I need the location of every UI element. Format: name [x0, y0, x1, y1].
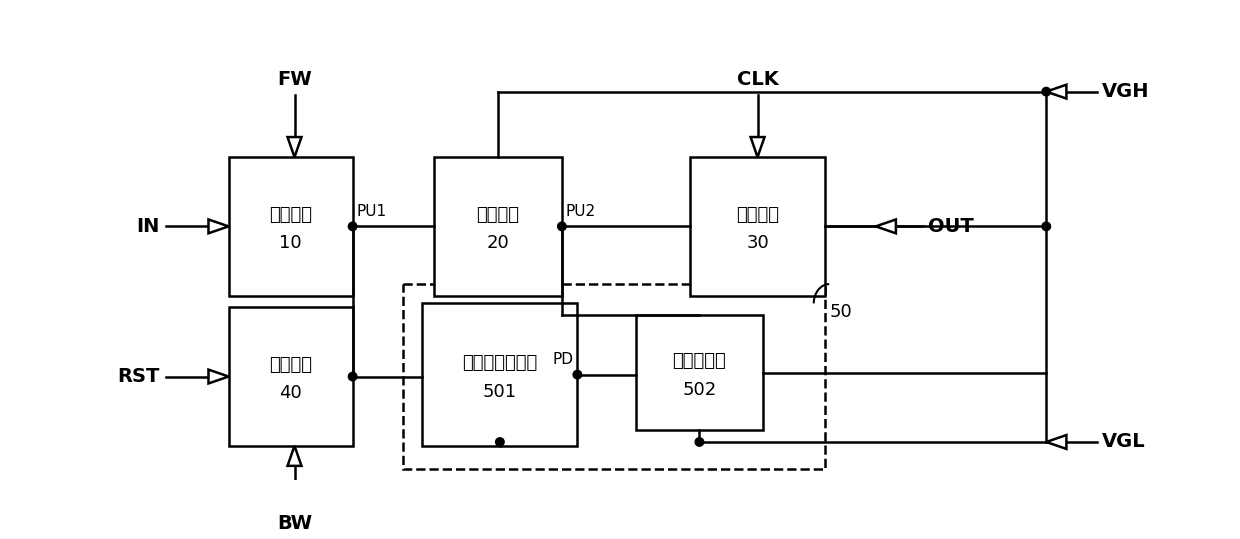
- Polygon shape: [288, 137, 301, 157]
- Text: 10: 10: [279, 234, 301, 252]
- Bar: [228, 157, 352, 296]
- Text: 下拉子模块: 下拉子模块: [672, 352, 727, 370]
- Bar: [423, 303, 578, 446]
- Polygon shape: [875, 219, 895, 233]
- Polygon shape: [288, 446, 301, 466]
- Text: 30: 30: [746, 234, 769, 252]
- Text: VGH: VGH: [1102, 82, 1149, 101]
- Text: PD: PD: [553, 352, 573, 367]
- Text: 40: 40: [279, 384, 303, 403]
- Bar: [689, 157, 826, 296]
- Polygon shape: [1047, 85, 1066, 99]
- Polygon shape: [750, 137, 765, 157]
- Text: 复位模块: 复位模块: [269, 356, 312, 374]
- Text: OUT: OUT: [928, 217, 973, 236]
- Bar: [635, 315, 764, 431]
- Text: 501: 501: [482, 383, 517, 400]
- Text: CLK: CLK: [737, 70, 779, 88]
- Text: PU1: PU1: [357, 204, 387, 219]
- Bar: [434, 157, 562, 296]
- Text: RST: RST: [118, 367, 160, 386]
- Text: 保持模块: 保持模块: [476, 206, 520, 224]
- Text: 下拉控制子模块: 下拉控制子模块: [463, 354, 537, 372]
- Circle shape: [1042, 87, 1050, 96]
- Text: 50: 50: [830, 303, 852, 321]
- Polygon shape: [1047, 435, 1066, 449]
- Text: BW: BW: [277, 514, 312, 534]
- Text: IN: IN: [136, 217, 160, 236]
- Circle shape: [348, 372, 357, 381]
- Polygon shape: [208, 219, 228, 233]
- Text: 输出模块: 输出模块: [737, 206, 779, 224]
- Bar: [403, 284, 826, 469]
- Bar: [228, 307, 352, 446]
- Text: VGL: VGL: [1102, 432, 1146, 452]
- Circle shape: [1042, 222, 1050, 231]
- Circle shape: [496, 438, 505, 446]
- Circle shape: [573, 370, 582, 379]
- Text: PU2: PU2: [565, 204, 596, 219]
- Text: 20: 20: [486, 234, 510, 252]
- Text: FW: FW: [277, 70, 312, 88]
- Circle shape: [696, 438, 704, 446]
- Circle shape: [348, 222, 357, 231]
- Text: 502: 502: [682, 381, 717, 399]
- Polygon shape: [208, 370, 228, 383]
- Text: 输入模块: 输入模块: [269, 206, 312, 224]
- Circle shape: [558, 222, 567, 231]
